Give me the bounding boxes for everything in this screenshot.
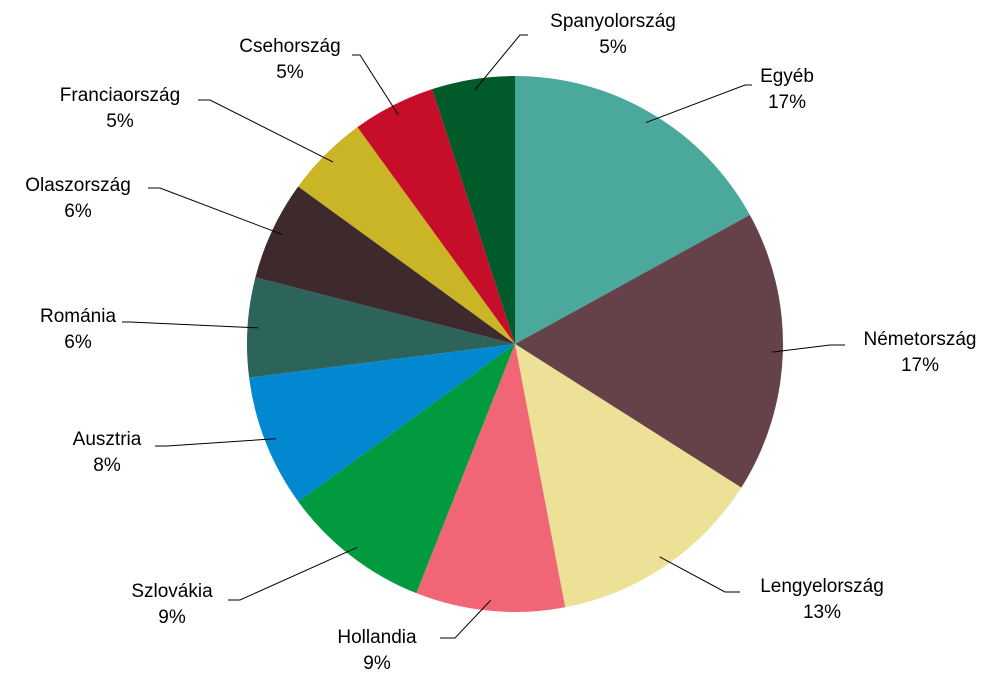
pie-slice	[298, 344, 515, 594]
pie-slice	[515, 344, 742, 608]
pie-slice	[416, 344, 566, 612]
slice-label: Ausztria	[73, 429, 142, 450]
slice-value-label: 8%	[93, 455, 121, 476]
slice-label: Románia	[40, 306, 116, 327]
slice-label: Egyéb	[760, 66, 814, 87]
leader-line	[440, 599, 492, 639]
leader-line	[155, 438, 276, 447]
slice-value-label: 13%	[803, 602, 841, 623]
slice-label: Franciaország	[60, 85, 180, 106]
pie-slice	[357, 89, 515, 344]
slice-value-label: 5%	[276, 62, 304, 83]
leader-line	[659, 556, 740, 593]
leader-line	[228, 546, 358, 601]
slice-label: Spanyolország	[550, 11, 676, 32]
slice-value-label: 6%	[64, 201, 92, 222]
slice-value-label: 9%	[158, 607, 186, 628]
pie-slice	[255, 186, 515, 344]
leader-line	[122, 321, 259, 329]
leader-line	[474, 34, 528, 91]
slice-label: Szlovákia	[131, 581, 213, 602]
slice-label: Németország	[864, 329, 977, 350]
pie-slice	[515, 76, 750, 344]
slice-label: Hollandia	[337, 627, 417, 648]
pie-slice	[247, 277, 515, 378]
pie-slice	[432, 76, 515, 344]
slice-label: Csehország	[239, 36, 340, 57]
slice-value-label: 5%	[106, 111, 134, 132]
slice-value-label: 5%	[599, 37, 627, 58]
pie-slice	[515, 214, 783, 488]
leader-line	[198, 99, 334, 163]
leader-line	[645, 84, 752, 124]
slice-value-label: 6%	[64, 332, 92, 353]
leader-line	[148, 187, 283, 235]
pie-slice	[298, 127, 515, 345]
slice-value-label: 9%	[363, 653, 391, 674]
slice-value-label: 17%	[901, 355, 939, 376]
leader-line	[352, 54, 399, 116]
pie-slice	[249, 344, 515, 502]
slice-value-label: 17%	[768, 92, 806, 113]
leader-line	[772, 344, 845, 353]
slice-label: Olaszország	[25, 175, 131, 196]
slice-label: Lengyelország	[760, 576, 884, 597]
